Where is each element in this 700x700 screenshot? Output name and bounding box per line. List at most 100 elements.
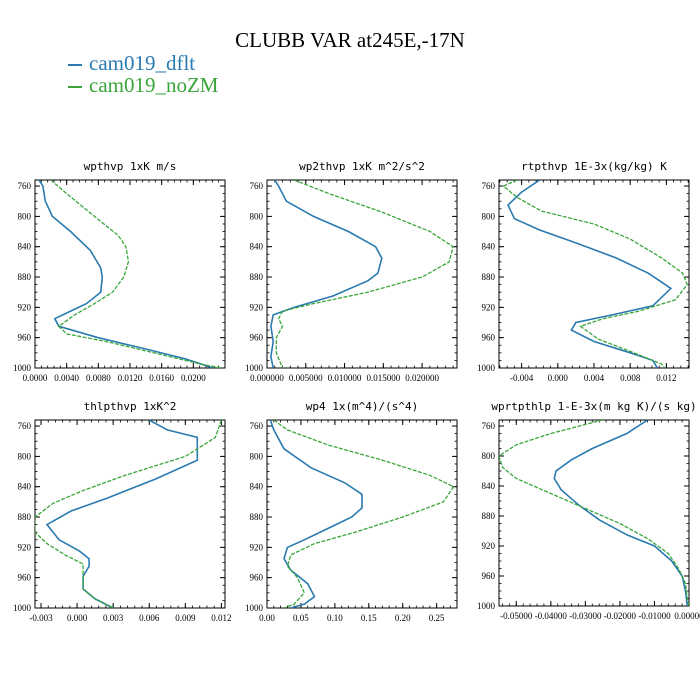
panel-frame	[498, 419, 690, 607]
x-tick-label: 0.0080	[86, 373, 111, 383]
y-tick-label: 880	[482, 272, 496, 282]
x-tick-label: -0.04000	[535, 611, 568, 621]
y-tick-label: 1000	[477, 363, 496, 373]
panel-6: wprtpthlp 1-E-3x(m kg K)/(s kg)-0.05000-…	[477, 400, 700, 621]
y-tick-label: 800	[482, 451, 496, 461]
panel-5: wp4 1x(m^4)/(s^4) 0.00 0.05 0.10 0.15 0.20 0.2…	[245, 400, 458, 623]
y-tick-label: 960	[250, 333, 264, 343]
y-tick-label: 760	[250, 181, 264, 191]
x-tick-label: -0.02000	[604, 611, 637, 621]
y-tick-label: 800	[250, 451, 264, 461]
y-tick-label: 760	[250, 421, 264, 431]
y-tick-label: 840	[18, 242, 32, 252]
x-tick-label: -0.003	[29, 613, 53, 623]
x-tick-label: 0.008	[620, 373, 641, 383]
y-tick-label: 1000	[245, 603, 264, 613]
y-tick-label: 760	[18, 421, 32, 431]
x-tick-label: 0.000	[548, 373, 569, 383]
y-tick-label: 960	[250, 573, 264, 583]
x-tick-label: 0.00000	[674, 611, 700, 621]
legend-label-dflt: cam019_dflt	[89, 51, 196, 75]
y-tick-label: 800	[250, 211, 264, 221]
series-line-dflt	[507, 180, 673, 368]
panel-title: rtpthvp 1E-3x(kg/kg) K	[521, 160, 667, 173]
y-tick-label: 1000	[245, 363, 264, 373]
figure-title: CLUBB VAR at245E,-17N	[235, 28, 465, 52]
y-tick-label: 880	[482, 511, 496, 521]
panel-2: wp2thvp 1xK m^2/s^2 0.000000 0.005000 0.010…	[245, 160, 458, 383]
panel-3: rtpthvp 1E-3x(kg/kg) K -0.004 0.000 0.004 0.…	[477, 160, 690, 383]
x-tick-label: 0.004	[584, 373, 605, 383]
y-tick-label: 800	[482, 211, 496, 221]
panel-4: thlpthvp 1xK^2 -0.003 0.000 0.003 0.006 0.009…	[13, 400, 232, 623]
panel-frame	[266, 419, 458, 609]
panel-title: thlpthvp 1xK^2	[84, 400, 177, 413]
y-tick-label: 760	[18, 181, 32, 191]
panel-title: wprtpthlp 1-E-3x(m kg K)/(s kg)	[491, 400, 696, 413]
series-line-nozm	[275, 180, 454, 368]
y-tick-label: 920	[18, 542, 32, 552]
x-tick-label: 0.015000	[366, 373, 400, 383]
x-tick-label: 0.006	[139, 613, 160, 623]
series-line-dflt	[45, 420, 199, 608]
x-tick-label: 0.0040	[54, 373, 79, 383]
panel-title: wp4 1x(m^4)/(s^4)	[306, 400, 419, 413]
series-line-dflt	[38, 180, 214, 368]
x-tick-label: -0.05000	[500, 611, 533, 621]
panel-frame	[498, 179, 690, 369]
y-tick-label: 1000	[13, 363, 32, 373]
x-tick-label: 0.10	[327, 613, 343, 623]
x-tick-label: 0.0120	[118, 373, 143, 383]
x-tick-label: 0.010000	[328, 373, 362, 383]
x-tick-label: 0.003	[103, 613, 124, 623]
x-tick-label: 0.020000	[405, 373, 439, 383]
y-tick-label: 1000	[13, 603, 32, 613]
y-tick-label: 840	[250, 482, 264, 492]
x-tick-label: 0.000000	[250, 373, 284, 383]
x-tick-label: 0.15	[361, 613, 377, 623]
x-tick-label: 0.00	[259, 613, 275, 623]
series-line-nozm	[499, 420, 689, 606]
y-tick-label: 880	[18, 512, 32, 522]
y-tick-label: 880	[18, 272, 32, 282]
legend-swatch-nozm	[68, 86, 82, 89]
panel-title: wp2thvp 1xK m^2/s^2	[299, 160, 425, 173]
x-tick-label: -0.01000	[638, 611, 671, 621]
y-tick-label: 920	[250, 542, 264, 552]
x-tick-label: 0.0000	[23, 373, 48, 383]
x-tick-label: 0.0160	[149, 373, 174, 383]
panel-frame	[34, 179, 226, 369]
y-tick-label: 840	[18, 482, 32, 492]
x-tick-label: 0.012	[211, 613, 231, 623]
y-tick-label: 800	[18, 211, 32, 221]
x-tick-label: 0.20	[395, 613, 411, 623]
panel-title: wpthvp 1xK m/s	[84, 160, 177, 173]
x-tick-label: -0.03000	[569, 611, 602, 621]
y-tick-label: 920	[482, 302, 496, 312]
y-tick-label: 1000	[477, 601, 496, 611]
series-line-nozm	[273, 420, 455, 608]
y-tick-label: 840	[482, 481, 496, 491]
series-line-nozm	[35, 420, 223, 608]
y-tick-label: 960	[482, 333, 496, 343]
panel-frame	[266, 179, 458, 369]
x-tick-label: 0.05	[293, 613, 309, 623]
legend-label-nozm: cam019_noZM	[89, 73, 219, 97]
x-tick-label: 0.0200	[181, 373, 206, 383]
panel-1: wpthvp 1xK m/s 0.0000 0.0040 0.0080 0.0120 0.…	[13, 160, 226, 383]
y-tick-label: 920	[482, 541, 496, 551]
legend-entry-dflt: cam019_dflt	[68, 51, 195, 76]
series-line-nozm	[502, 180, 688, 368]
y-tick-label: 960	[18, 573, 32, 583]
x-tick-label: 0.000	[67, 613, 88, 623]
series-line-nozm	[50, 180, 222, 368]
x-tick-label: 0.25	[429, 613, 445, 623]
series-line-dflt	[269, 420, 363, 608]
y-tick-label: 800	[18, 451, 32, 461]
x-tick-label: -0.004	[510, 373, 534, 383]
y-tick-label: 840	[482, 242, 496, 252]
series-line-dflt	[270, 180, 383, 368]
y-tick-label: 960	[482, 571, 496, 581]
